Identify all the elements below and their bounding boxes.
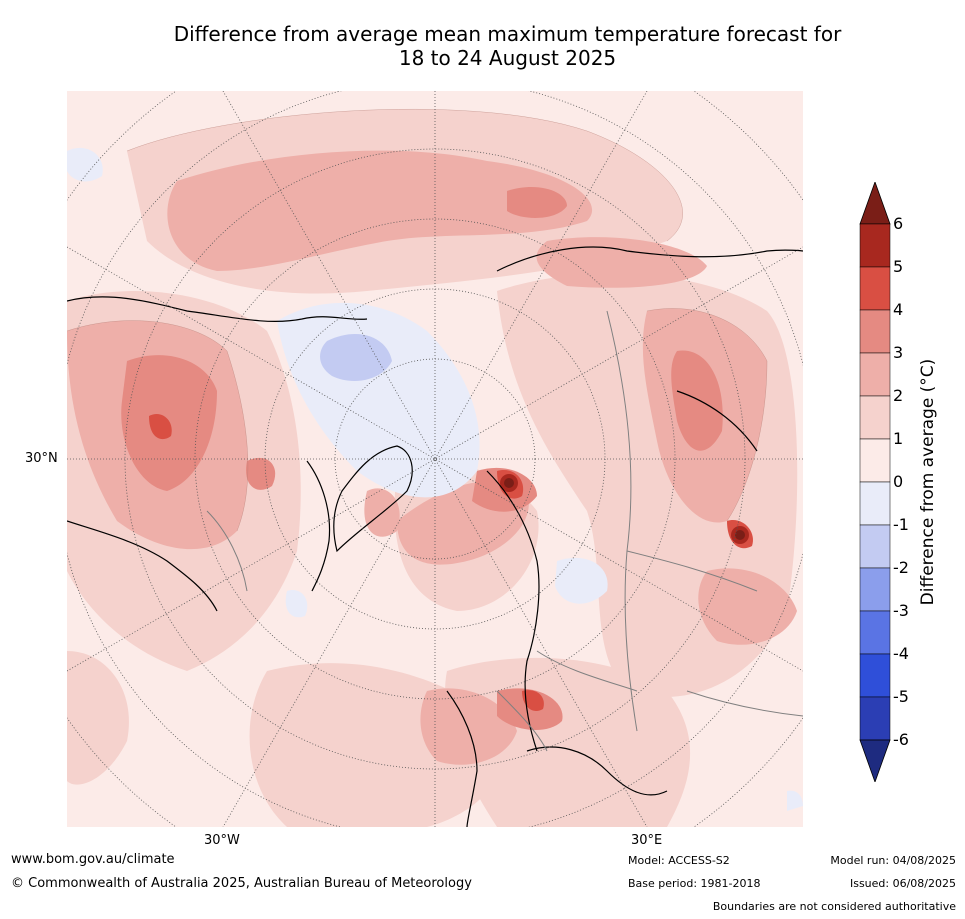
graticule: [67, 91, 803, 827]
model-text: Model: ACCESS-S2: [628, 854, 730, 867]
anomaly-extreme-hotspots: [500, 474, 749, 544]
colorbar-segment: [859, 352, 891, 397]
colorbar-label: Difference from average (°C): [918, 358, 938, 606]
coastlines: [67, 246, 803, 827]
colorbar-segment: [859, 696, 891, 741]
colorbar-tick-label: -2: [893, 558, 909, 577]
colorbar-tick-label: -6: [893, 730, 909, 749]
base-period-text: Base period: 1981-2018: [628, 877, 761, 890]
colorbar-segment: [859, 395, 891, 440]
colorbar-segment: [859, 266, 891, 311]
disclaimer-text: Boundaries are not considered authoritat…: [712, 900, 956, 913]
title-line-2: 18 to 24 August 2025: [398, 46, 617, 70]
colorbar-tick-label: 5: [893, 257, 904, 276]
colorbar-segment: [859, 481, 891, 526]
colorbar-segment: [859, 438, 891, 483]
anomaly-negative-1-2-area: [320, 333, 392, 381]
map-title: Difference from average mean maximum tem…: [60, 22, 955, 70]
colorbar-tick-label: -4: [893, 644, 909, 663]
colorbar-segment: [859, 309, 891, 354]
issued-text: Issued: 06/08/2025: [849, 877, 956, 890]
model-run-text: Model run: 04/08/2025: [830, 854, 956, 867]
colorbar-tick-label: 0: [893, 472, 904, 491]
colorbar-tick-label: 4: [893, 300, 904, 319]
country-borders: [206, 310, 803, 752]
colorbar-tick-label: 6: [893, 214, 904, 233]
longitude-label-30w: 30°W: [204, 833, 240, 848]
colorbar-tick-label: -3: [893, 601, 909, 620]
latitude-label-30n: 30°N: [25, 451, 58, 466]
colorbar-lower-extend: [859, 739, 891, 784]
colorbar-segment: [859, 524, 891, 569]
map-svg: [67, 91, 803, 827]
colorbar-upper-extend: [859, 180, 891, 225]
colorbar-segment: [859, 223, 891, 268]
colorbar-svg: [859, 180, 891, 784]
colorbar-segment: [859, 610, 891, 655]
colorbar-segment: [859, 653, 891, 698]
title-line-1: Difference from average mean maximum tem…: [173, 22, 842, 46]
colorbar-tick-label: 2: [893, 386, 904, 405]
longitude-label-30e: 30°E: [631, 833, 663, 848]
colorbar-tick-label: 1: [893, 429, 904, 448]
contour-lines: [67, 108, 768, 532]
colorbar-tick-label: -1: [893, 515, 909, 534]
colorbar-tick-label: 3: [893, 343, 904, 362]
forecast-map[interactable]: [67, 91, 803, 827]
colorbar: 6 5 4 3 2 1 0 -1 -2 -3 -4 -5 -6: [855, 180, 965, 784]
website-link[interactable]: www.bom.gov.au/climate: [11, 852, 175, 867]
copyright-text: © Commonwealth of Australia 2025, Austra…: [11, 876, 472, 891]
colorbar-tick-label: -5: [893, 687, 909, 706]
colorbar-segment: [859, 567, 891, 612]
